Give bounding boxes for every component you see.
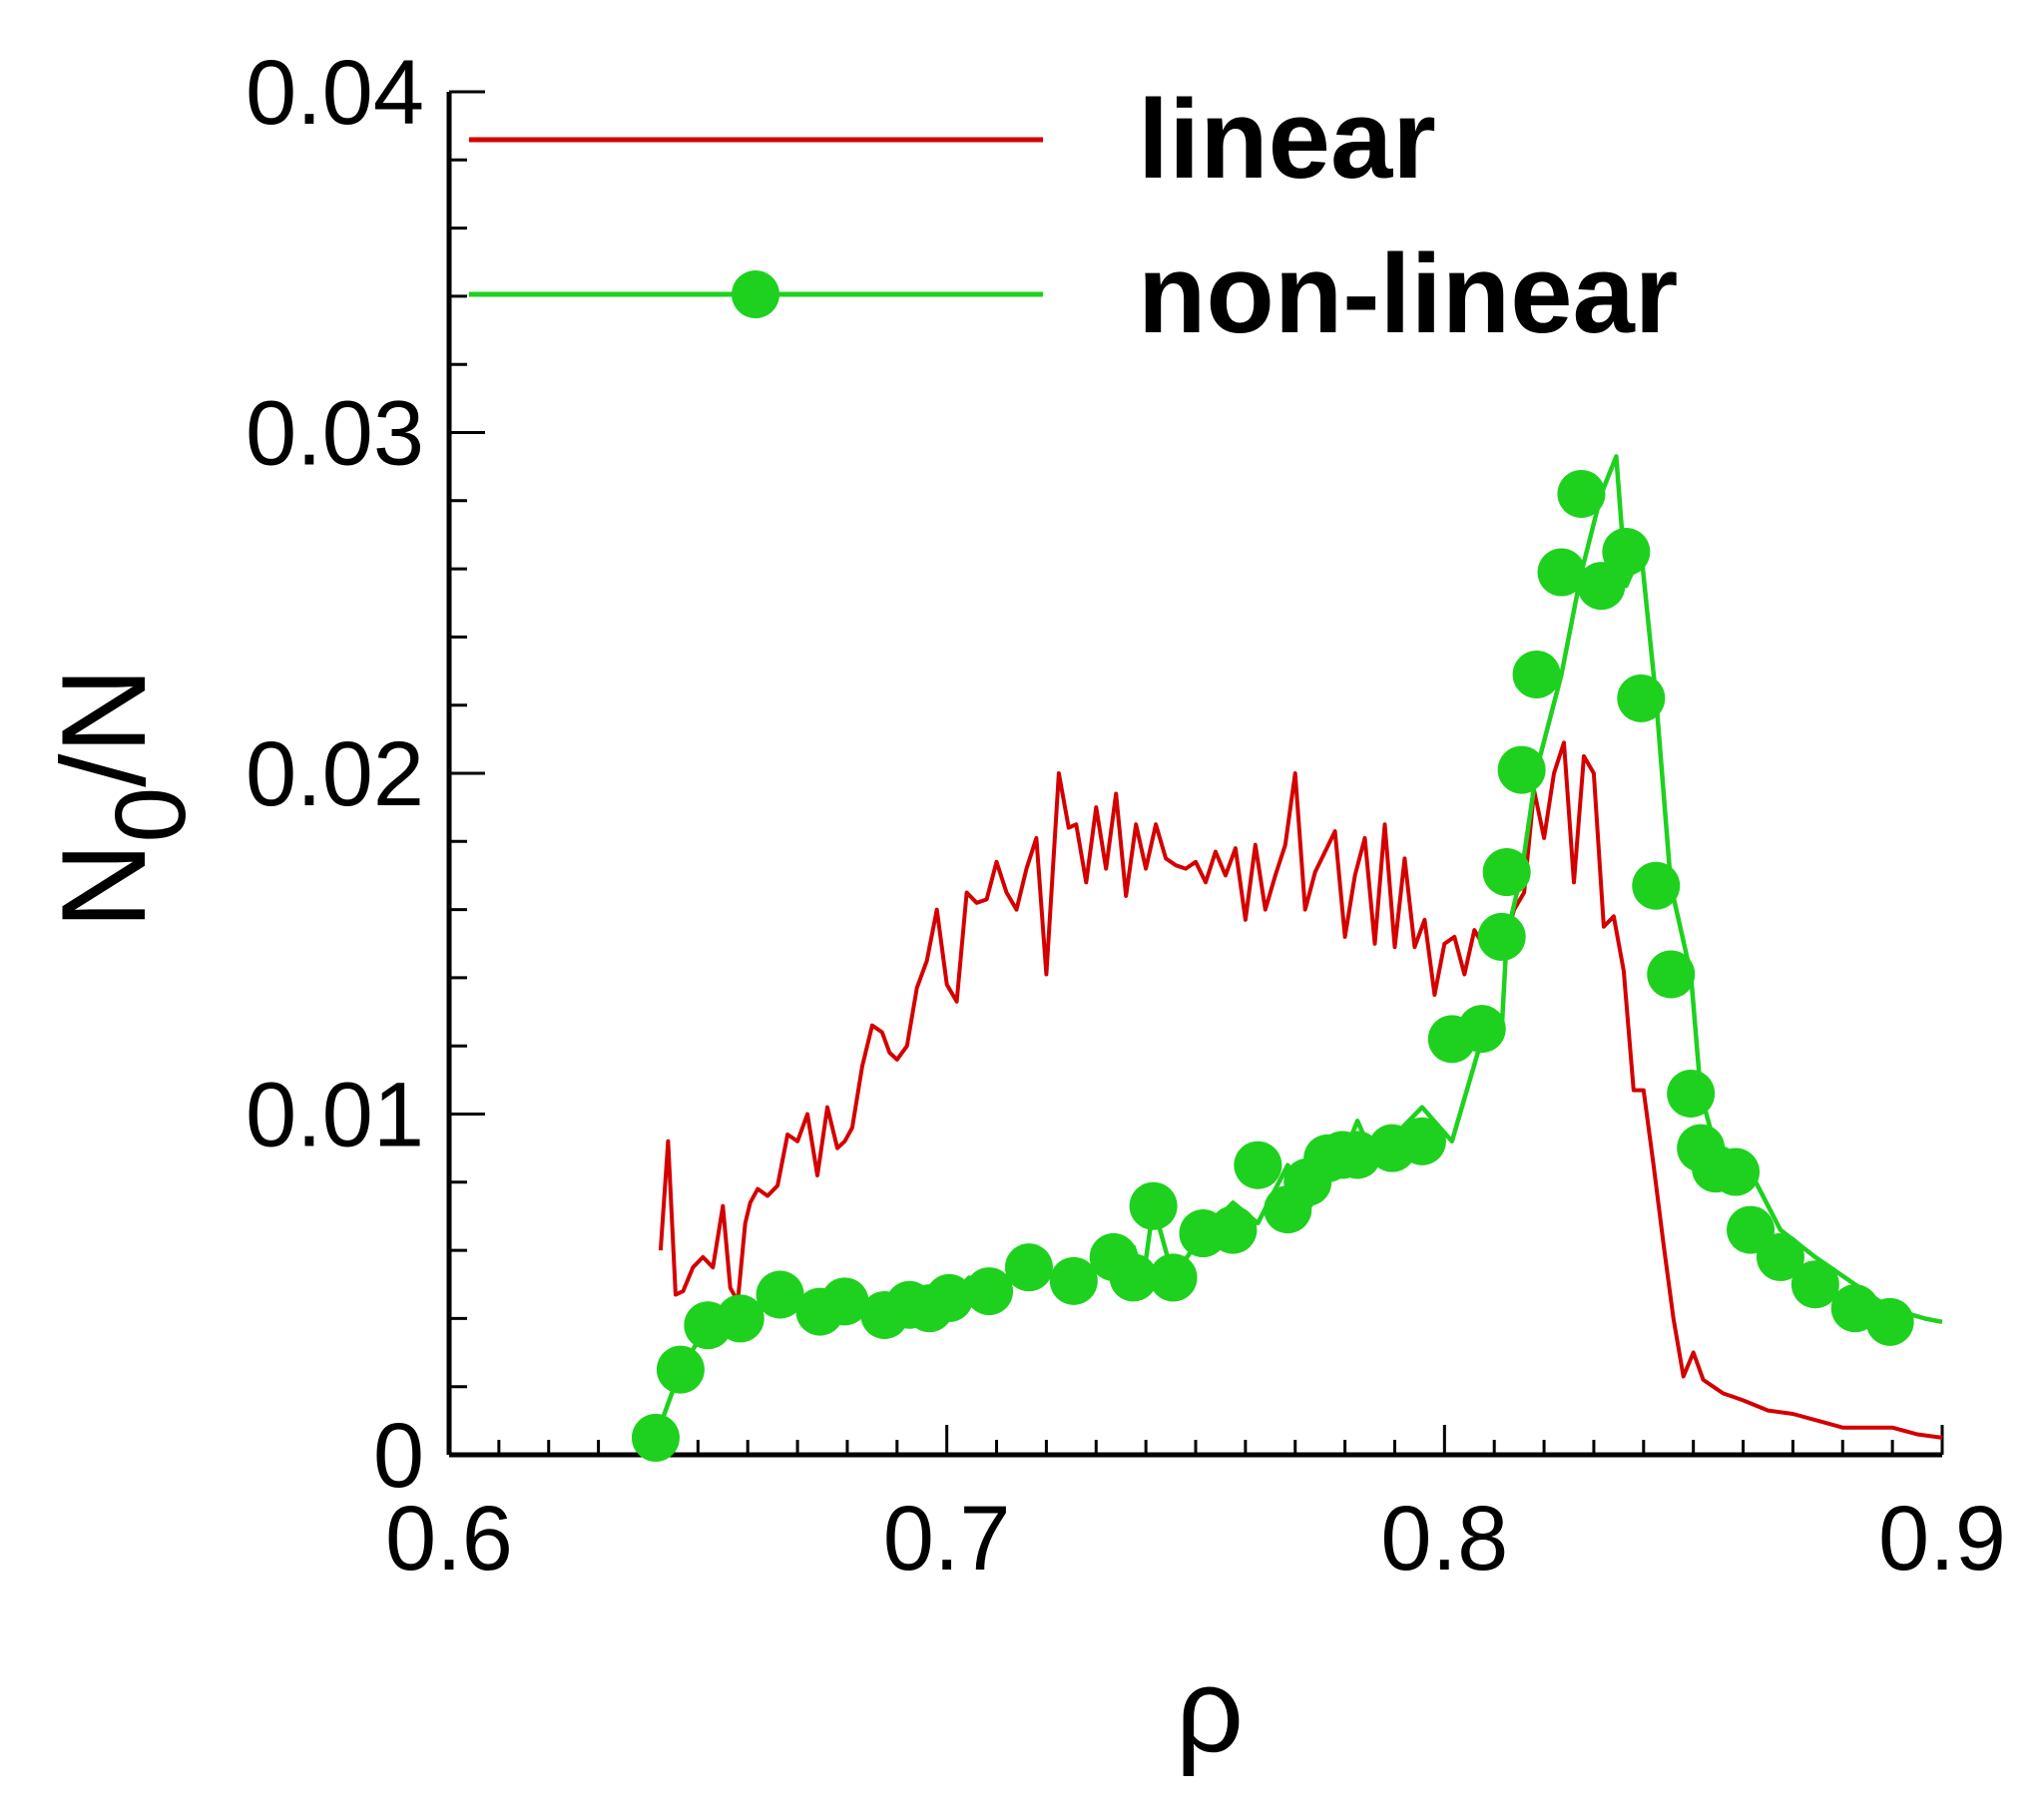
series-marker-non-linear bbox=[1129, 1181, 1178, 1230]
y-axis-title-subscript: 0 bbox=[95, 787, 207, 843]
series-marker-non-linear bbox=[716, 1294, 765, 1343]
y-axis-title: N0/N bbox=[37, 668, 207, 929]
y-axis-title-tail: /N bbox=[37, 668, 171, 787]
x-tick-label: 0.8 bbox=[1380, 1488, 1508, 1590]
series-layer bbox=[631, 454, 1943, 1462]
series-marker-non-linear bbox=[1482, 848, 1531, 897]
series-marker-non-linear bbox=[1457, 1005, 1506, 1054]
series-marker-non-linear bbox=[1497, 745, 1546, 794]
series-marker-non-linear bbox=[631, 1413, 680, 1462]
series-marker-non-linear bbox=[965, 1267, 1014, 1316]
series-marker-non-linear bbox=[1512, 650, 1561, 698]
series-marker-non-linear bbox=[1632, 861, 1681, 910]
series-marker-non-linear bbox=[1477, 912, 1526, 961]
legend: linear non-linear bbox=[469, 77, 1678, 356]
legend-marker-non-linear bbox=[732, 270, 779, 318]
series-marker-non-linear bbox=[1712, 1147, 1761, 1196]
y-tick-label: 0.03 bbox=[246, 383, 424, 485]
series-marker-non-linear bbox=[1647, 950, 1696, 999]
series-marker-non-linear bbox=[925, 1273, 974, 1322]
series-marker-non-linear bbox=[1790, 1260, 1839, 1309]
series-marker-non-linear bbox=[1397, 1117, 1446, 1165]
x-axis-title: ρ bbox=[1176, 1643, 1244, 1777]
series-marker-non-linear bbox=[1617, 674, 1666, 722]
y-axis-title-main: N bbox=[37, 842, 171, 929]
series-marker-non-linear bbox=[1667, 1070, 1716, 1119]
x-tick-label: 0.6 bbox=[385, 1488, 513, 1590]
series-marker-non-linear bbox=[820, 1277, 869, 1326]
series-marker-non-linear bbox=[1756, 1232, 1804, 1281]
series-marker-non-linear bbox=[1149, 1253, 1198, 1302]
axis-titles: ρ N0/N bbox=[37, 668, 1244, 1777]
y-tick-label: 0.02 bbox=[246, 723, 424, 825]
series-marker-non-linear bbox=[1004, 1243, 1053, 1292]
x-tick-label: 0.9 bbox=[1878, 1488, 2006, 1590]
series-marker-non-linear bbox=[1865, 1297, 1914, 1346]
series-marker-non-linear bbox=[656, 1345, 705, 1394]
series-marker-non-linear bbox=[1049, 1256, 1098, 1305]
series-line-linear bbox=[658, 740, 1943, 1440]
series-marker-non-linear bbox=[1109, 1253, 1158, 1302]
y-tick-label: 0.01 bbox=[246, 1065, 424, 1166]
series-marker-non-linear bbox=[1537, 548, 1586, 597]
x-tick-label: 0.7 bbox=[883, 1488, 1011, 1590]
series-marker-non-linear bbox=[1577, 562, 1626, 611]
series-marker-non-linear bbox=[1209, 1205, 1258, 1254]
axes: 0.6 0.7 0.8 0.9 0 0.01 0.02 0.03 0.04 bbox=[246, 42, 2006, 1590]
legend-label-non-linear: non-linear bbox=[1138, 231, 1678, 356]
legend-label-linear: linear bbox=[1138, 77, 1436, 202]
series-marker-non-linear bbox=[756, 1270, 804, 1319]
y-tick-label: 0.04 bbox=[246, 42, 424, 144]
y-tick-label: 0 bbox=[373, 1405, 424, 1507]
series-marker-non-linear bbox=[1557, 469, 1606, 518]
series-marker-non-linear bbox=[1234, 1140, 1282, 1189]
series-marker-non-linear bbox=[1602, 528, 1651, 577]
